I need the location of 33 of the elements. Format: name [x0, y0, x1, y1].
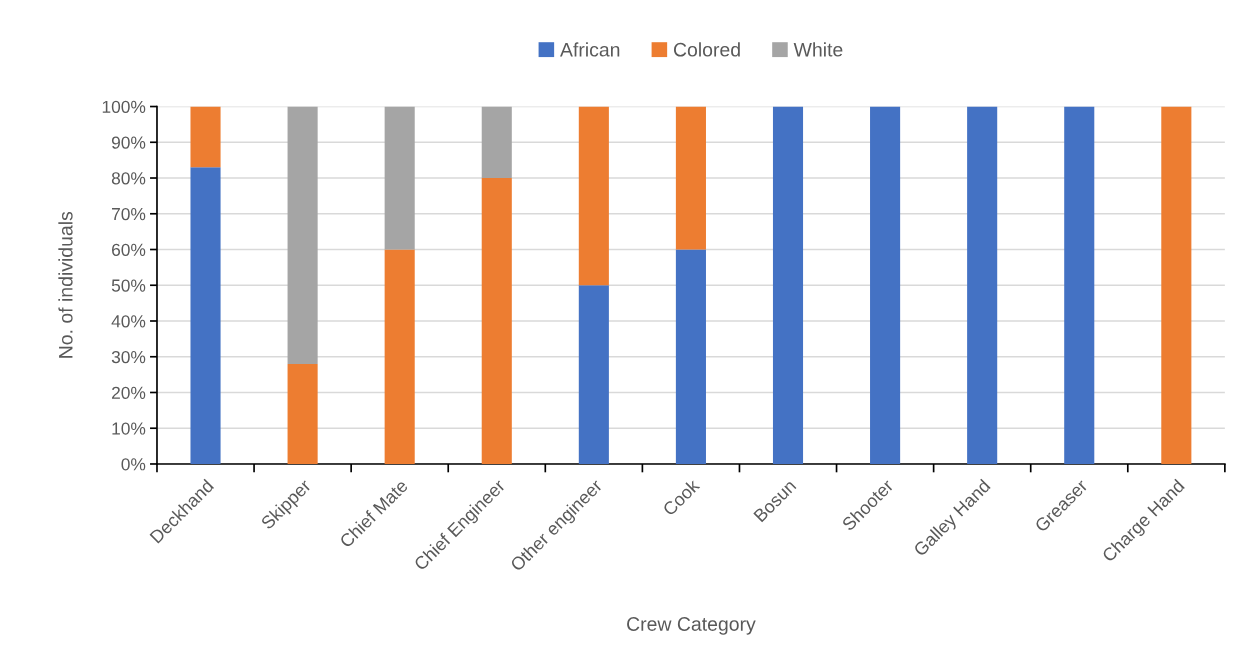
bar: [675, 106, 706, 250]
bar: [578, 285, 609, 464]
bar: [675, 249, 706, 464]
legend-label: Colored: [673, 42, 740, 57]
y-axis-title: No. of individuals: [58, 211, 73, 358]
y-tick-label: 30%: [111, 350, 146, 364]
bar: [384, 249, 415, 464]
bar: [1064, 106, 1095, 464]
bar: [967, 106, 998, 464]
bar: [481, 178, 512, 464]
bar: [287, 363, 318, 464]
bar: [190, 106, 221, 168]
x-axis-title: Crew Category: [627, 617, 756, 635]
bar: [384, 106, 415, 250]
legend-label: White: [793, 42, 843, 57]
legend-label: African: [560, 42, 620, 57]
y-tick-label: 20%: [112, 386, 146, 399]
bar: [578, 106, 609, 286]
bar: [772, 106, 804, 464]
y-tick-label: 100%: [102, 100, 146, 113]
y-tick-label: 70%: [112, 207, 146, 221]
bar: [870, 106, 901, 464]
y-tick-label: 50%: [111, 279, 146, 292]
bar: [481, 106, 512, 179]
y-tick-label: 90%: [111, 136, 146, 149]
y-tick-label: 40%: [111, 315, 146, 328]
y-tick-label: 60%: [112, 243, 146, 256]
y-tick-label: 10%: [112, 422, 146, 435]
y-tick-label: 80%: [111, 172, 146, 185]
bar: [1161, 106, 1192, 464]
bar: [190, 167, 221, 464]
bar: [287, 106, 318, 364]
y-tick-label: 0%: [121, 458, 146, 471]
